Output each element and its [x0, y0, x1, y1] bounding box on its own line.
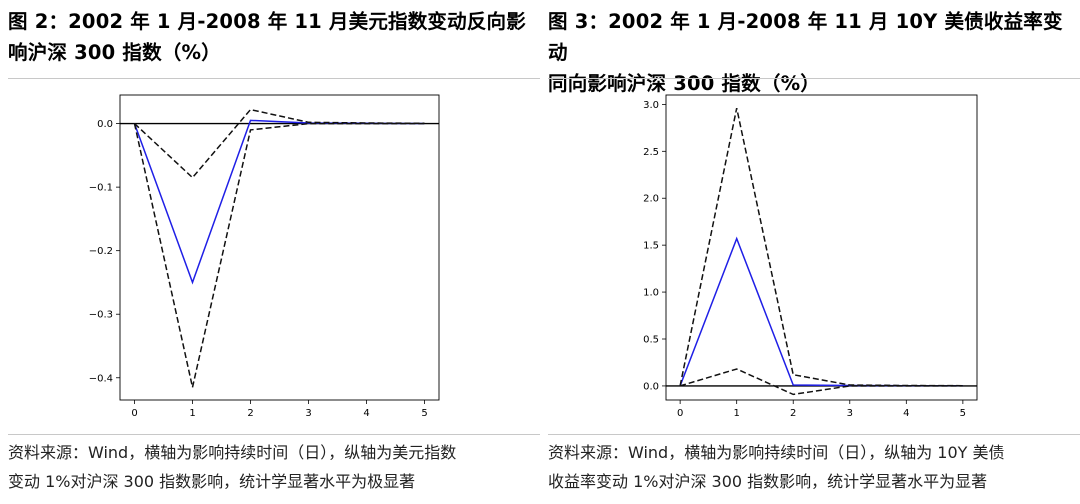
x-tick-label: 1 [189, 408, 195, 419]
y-tick-label: −0.2 [89, 246, 113, 257]
y-tick-label: 0.0 [643, 381, 659, 392]
note-line-2: 变动 1%对沪深 300 指数影响，统计学显著水平为极显著 [8, 472, 416, 491]
title-line-1: 图 2：2002 年 1 月-2008 年 11 月美元指数变动反向影 [8, 10, 526, 33]
note-divider [548, 434, 1080, 435]
impulse-response-line [133, 119, 425, 285]
y-tick-label: 1.5 [643, 241, 659, 252]
y-tick-label: 3.0 [643, 100, 659, 111]
note-line-2: 收益率变动 1%对沪深 300 指数影响，统计学显著水平为显著 [548, 472, 988, 491]
y-tick-label: 1.0 [643, 288, 659, 299]
figure-panel-right: 图 3：2002 年 1 月-2008 年 11 月 10Y 美债收益率变动 同… [548, 0, 1080, 504]
source-note-left: 资料来源：Wind，横轴为影响持续时间（日），纵轴为美元指数 变动 1%对沪深 … [8, 438, 540, 496]
note-line-1: 资料来源：Wind，横轴为影响持续时间（日），纵轴为美元指数 [8, 443, 457, 462]
confidence-band-line [133, 108, 425, 179]
y-tick-label: −0.1 [89, 183, 113, 194]
figure-title-right: 图 3：2002 年 1 月-2008 年 11 月 10Y 美债收益率变动 同… [548, 6, 1078, 99]
y-tick-label: 0.5 [643, 335, 659, 346]
x-tick-label: 2 [790, 408, 796, 419]
title-line-2: 响沪深 300 指数（%） [8, 41, 221, 64]
impulse-response-chart-right: 0.0 0.5 1.0 1.5 2.0 2.5 3.0 0 1 2 3 4 5 [643, 94, 978, 419]
x-tick-label: 3 [847, 408, 853, 419]
title-divider [8, 78, 540, 79]
note-divider [8, 434, 540, 435]
impulse-response-chart-left: 0.0 −0.1 −0.2 −0.3 −0.4 0 1 2 3 4 5 [89, 94, 440, 419]
plot-frame [665, 94, 978, 401]
title-line-2: 同向影响沪深 300 指数（%） [548, 72, 821, 95]
y-tick-label: 0.0 [97, 119, 113, 130]
x-tick-label: 2 [247, 408, 253, 419]
x-tick-label: 3 [305, 408, 311, 419]
x-tick-label: 0 [677, 408, 683, 419]
title-divider [548, 78, 1080, 79]
x-tick-label: 1 [733, 408, 739, 419]
confidence-band-line [133, 122, 425, 388]
x-tick-label: 5 [421, 408, 427, 419]
confidence-band-line [679, 368, 963, 396]
y-tick-label: −0.3 [89, 310, 113, 321]
figure-panel-left: 图 2：2002 年 1 月-2008 年 11 月美元指数变动反向影 响沪深 … [8, 0, 540, 504]
x-tick-label: 0 [131, 408, 137, 419]
title-line-1: 图 3：2002 年 1 月-2008 年 11 月 10Y 美债收益率变动 [548, 10, 1063, 64]
x-tick-label: 5 [960, 408, 966, 419]
figure-title-left: 图 2：2002 年 1 月-2008 年 11 月美元指数变动反向影 响沪深 … [8, 6, 538, 68]
y-tick-label: 2.0 [643, 194, 659, 205]
note-line-1: 资料来源：Wind，横轴为影响持续时间（日），纵轴为 10Y 美债 [548, 443, 1005, 462]
y-tick-label: 2.5 [643, 147, 659, 158]
y-tick-label: −0.4 [89, 373, 113, 384]
confidence-band-line [679, 107, 963, 387]
x-tick-label: 4 [903, 408, 909, 419]
impulse-response-line [679, 236, 963, 387]
source-note-right: 资料来源：Wind，横轴为影响持续时间（日），纵轴为 10Y 美债 收益率变动 … [548, 438, 1080, 496]
plot-frame [119, 94, 440, 401]
x-tick-label: 4 [363, 408, 369, 419]
